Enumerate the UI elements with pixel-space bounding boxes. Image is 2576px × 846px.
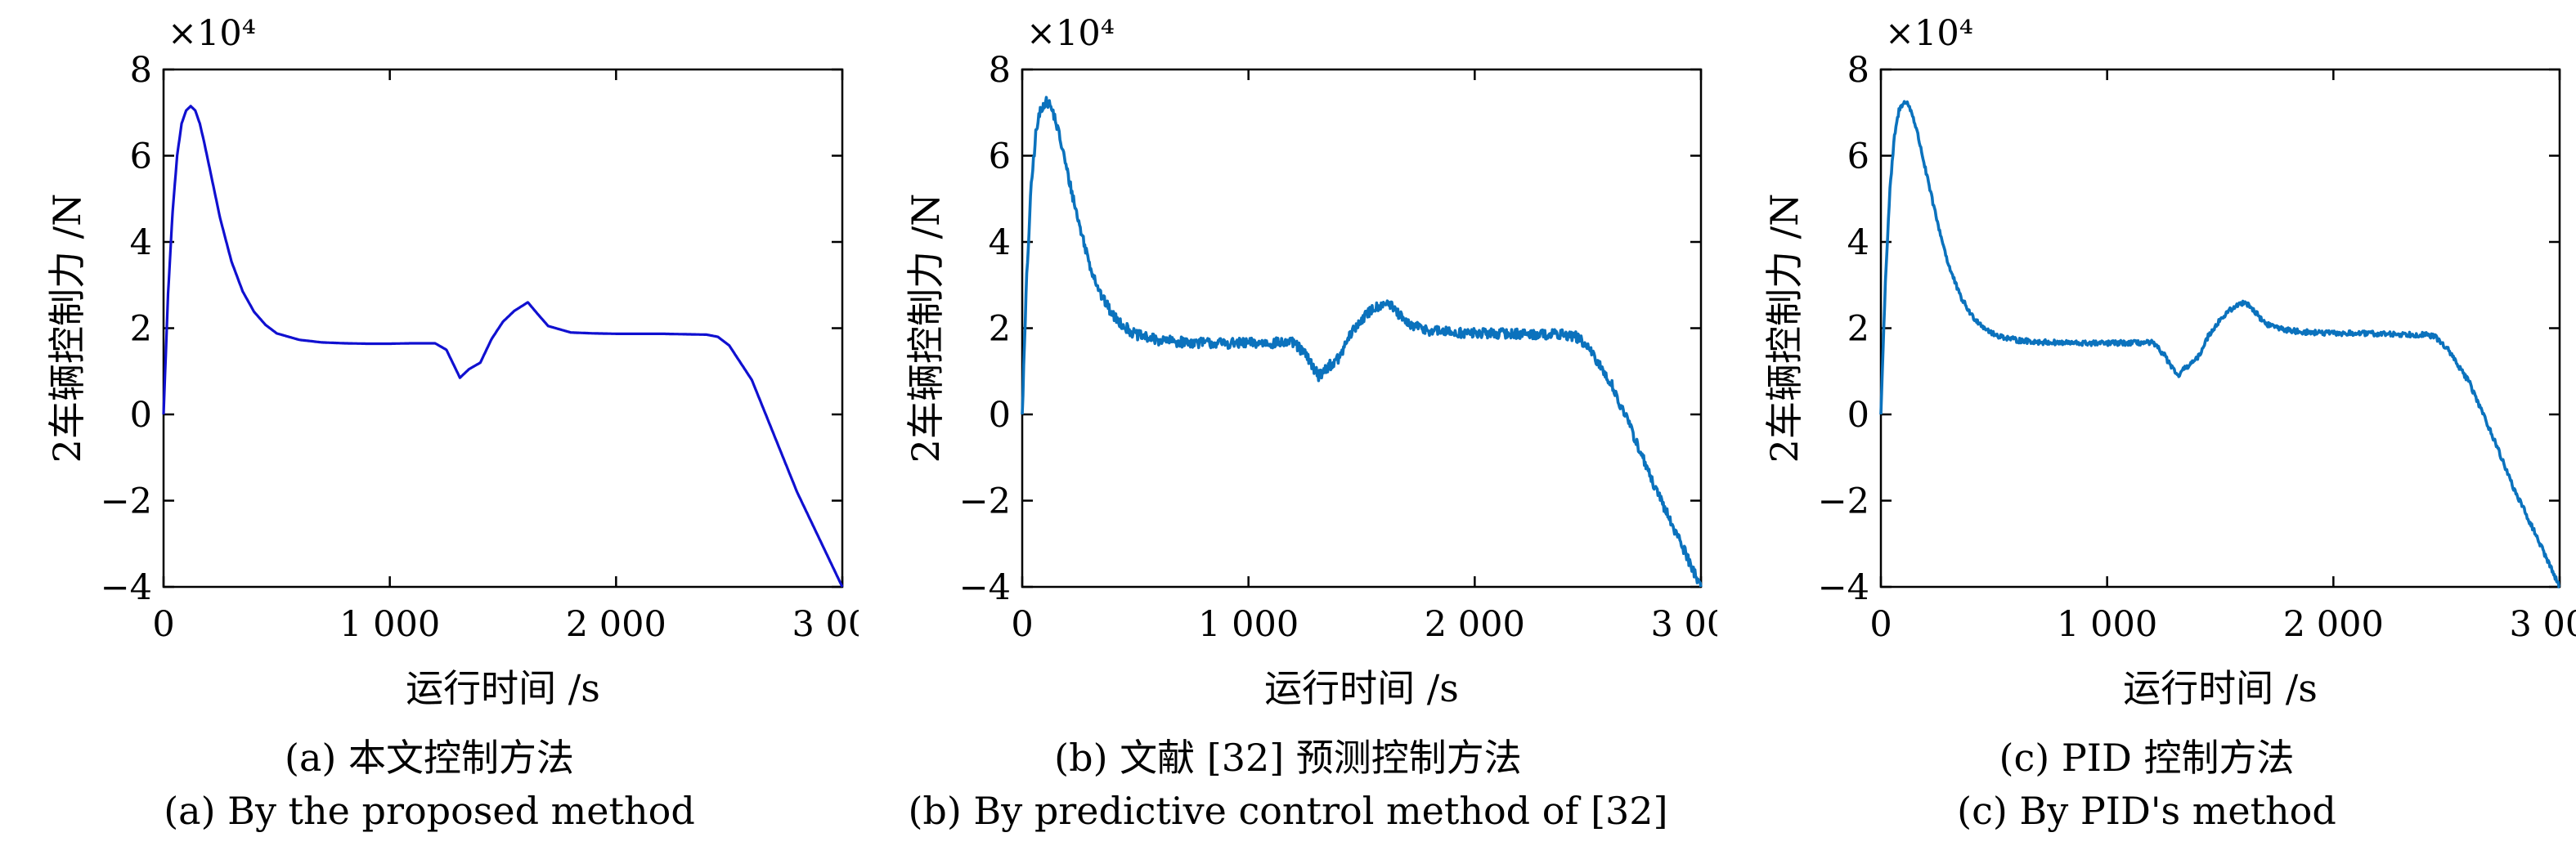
- x-tick-label: 3 000: [2509, 604, 2576, 645]
- y-tick-label: −4: [959, 567, 1011, 608]
- x-tick-label: 3 000: [1650, 604, 1717, 645]
- x-axis-title: 运行时间 /s: [406, 666, 600, 710]
- x-axis-title: 运行时间 /s: [1264, 666, 1459, 710]
- y-axis-title: 2车辆控制力 /N: [45, 194, 89, 463]
- y-tick-label: 2: [989, 309, 1011, 350]
- series-line: [1879, 100, 2560, 589]
- y-exponent-label: ×10⁴: [168, 13, 256, 54]
- x-tick-label: 0: [1869, 604, 1892, 645]
- x-tick-label: 1 000: [2057, 604, 2157, 645]
- x-axis-title: 运行时间 /s: [2123, 666, 2318, 710]
- y-tick-label: −4: [1818, 567, 1869, 608]
- y-tick-label: 6: [1847, 137, 1869, 177]
- y-tick-label: 8: [1847, 50, 1869, 91]
- y-axis-title: 2车辆控制力 /N: [1762, 194, 1806, 463]
- x-tick-label: 1 000: [1198, 604, 1299, 645]
- caption-en-c: (c) By PID's method: [1957, 789, 2336, 833]
- chart-panel-b: −4 −2 0 2 4 6 8 0 1 000 2 000 3 000 ×10⁴ 运行时间 /s 2车辆控…: [859, 0, 1717, 846]
- y-tick-label: 0: [989, 395, 1011, 436]
- chart-b-svg: −4 −2 0 2 4 6 8 0 1 000 2 000 3 000 ×10⁴ 运行时间 /s 2车辆控…: [904, 13, 1717, 710]
- chart-panel-c: −4 −2 0 2 4 6 8 0 1 000 2 000 3 000 ×10⁴ 运行时间 /s 2车辆控…: [1717, 0, 2576, 846]
- y-tick-label: 2: [130, 309, 152, 350]
- y-tick-label: 4: [130, 222, 152, 263]
- series-line: [162, 105, 844, 588]
- y-tick-label: 0: [130, 395, 152, 436]
- x-tick-label: 0: [152, 604, 174, 645]
- caption-cn-a: (a) 本文控制方法: [285, 736, 574, 780]
- y-tick-label: 4: [989, 222, 1011, 263]
- y-tick-label: 2: [1847, 309, 1869, 350]
- caption-cn-b: (b) 文献 [32] 预测控制方法: [1054, 736, 1522, 780]
- y-tick-label: −2: [959, 481, 1011, 522]
- y-tick-label: −2: [1818, 481, 1869, 522]
- x-tick-label: 3 000: [792, 604, 859, 645]
- x-tick-label: 2 000: [566, 604, 666, 645]
- plot-frame: [162, 68, 844, 589]
- x-tick-label: 1 000: [339, 604, 440, 645]
- chart-panel-a: −4 −2 0 2 4 6 8 0 1 000 2 000 3 000 ×10⁴ 运行时间 /s 2车辆控…: [0, 0, 859, 846]
- caption-cn-c: (c) PID 控制方法: [1999, 736, 2295, 780]
- y-exponent-label: ×10⁴: [1885, 13, 1973, 54]
- x-tick-label: 2 000: [1425, 604, 1525, 645]
- y-tick-label: 6: [130, 137, 152, 177]
- y-exponent-label: ×10⁴: [1026, 13, 1115, 54]
- y-axis-title: 2车辆控制力 /N: [904, 194, 948, 463]
- y-tick-label: 0: [1847, 395, 1869, 436]
- x-tick-label: 2 000: [2283, 604, 2384, 645]
- y-tick-label: 8: [989, 50, 1011, 91]
- y-tick-label: 6: [989, 137, 1011, 177]
- chart-a-svg: −4 −2 0 2 4 6 8 0 1 000 2 000 3 000 ×10⁴ 运行时间 /s 2车辆控…: [45, 13, 859, 710]
- y-tick-label: −2: [101, 481, 152, 522]
- y-tick-label: 4: [1847, 222, 1869, 263]
- x-tick-label: 0: [1011, 604, 1033, 645]
- y-tick-label: −4: [101, 567, 152, 608]
- caption-en-b: (b) By predictive control method of [32]: [908, 789, 1668, 833]
- chart-c-svg: −4 −2 0 2 4 6 8 0 1 000 2 000 3 000 ×10⁴ 运行时间 /s 2车辆控…: [1762, 13, 2576, 710]
- y-tick-label: 8: [130, 50, 152, 91]
- series-line: [1021, 96, 1703, 588]
- caption-en-a: (a) By the proposed method: [164, 789, 695, 833]
